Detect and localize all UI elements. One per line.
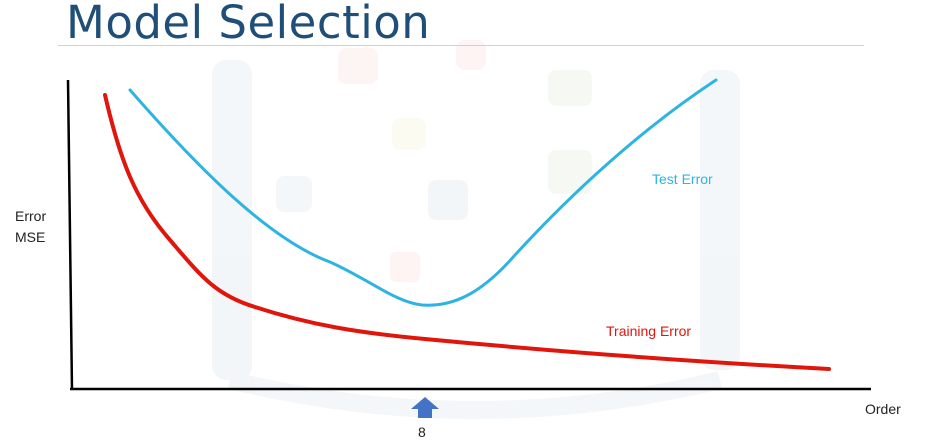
- watermark-block: [456, 40, 486, 70]
- watermark-pillar-left: [212, 60, 252, 380]
- y-axis-label-line: Error: [15, 208, 47, 224]
- title-divider: [58, 45, 864, 46]
- watermark-block: [276, 176, 312, 212]
- y-axis-label-line: MSE: [15, 229, 46, 245]
- series-line-training-error: [103, 93, 831, 371]
- page-title: Model Selection: [66, 0, 431, 49]
- up-arrow-icon: [411, 397, 439, 418]
- series-line-test-error: [128, 78, 718, 307]
- watermark-block: [548, 150, 592, 194]
- watermark-block: [548, 70, 592, 106]
- watermark-block: [428, 180, 468, 220]
- y-axis: [66, 79, 74, 391]
- watermark-arc: [227, 371, 723, 419]
- watermark-block: [392, 118, 426, 150]
- watermark-block: [338, 48, 378, 84]
- y-axis-label: Error MSE: [15, 206, 46, 248]
- watermark-block: [390, 252, 420, 282]
- series-label-training-error: Training Error: [606, 323, 692, 339]
- x-axis-label: Order: [865, 401, 901, 417]
- order-marker-label: 8: [418, 424, 426, 440]
- watermark-pillar-right: [700, 70, 740, 370]
- series-label-test-error: Test Error: [652, 171, 713, 187]
